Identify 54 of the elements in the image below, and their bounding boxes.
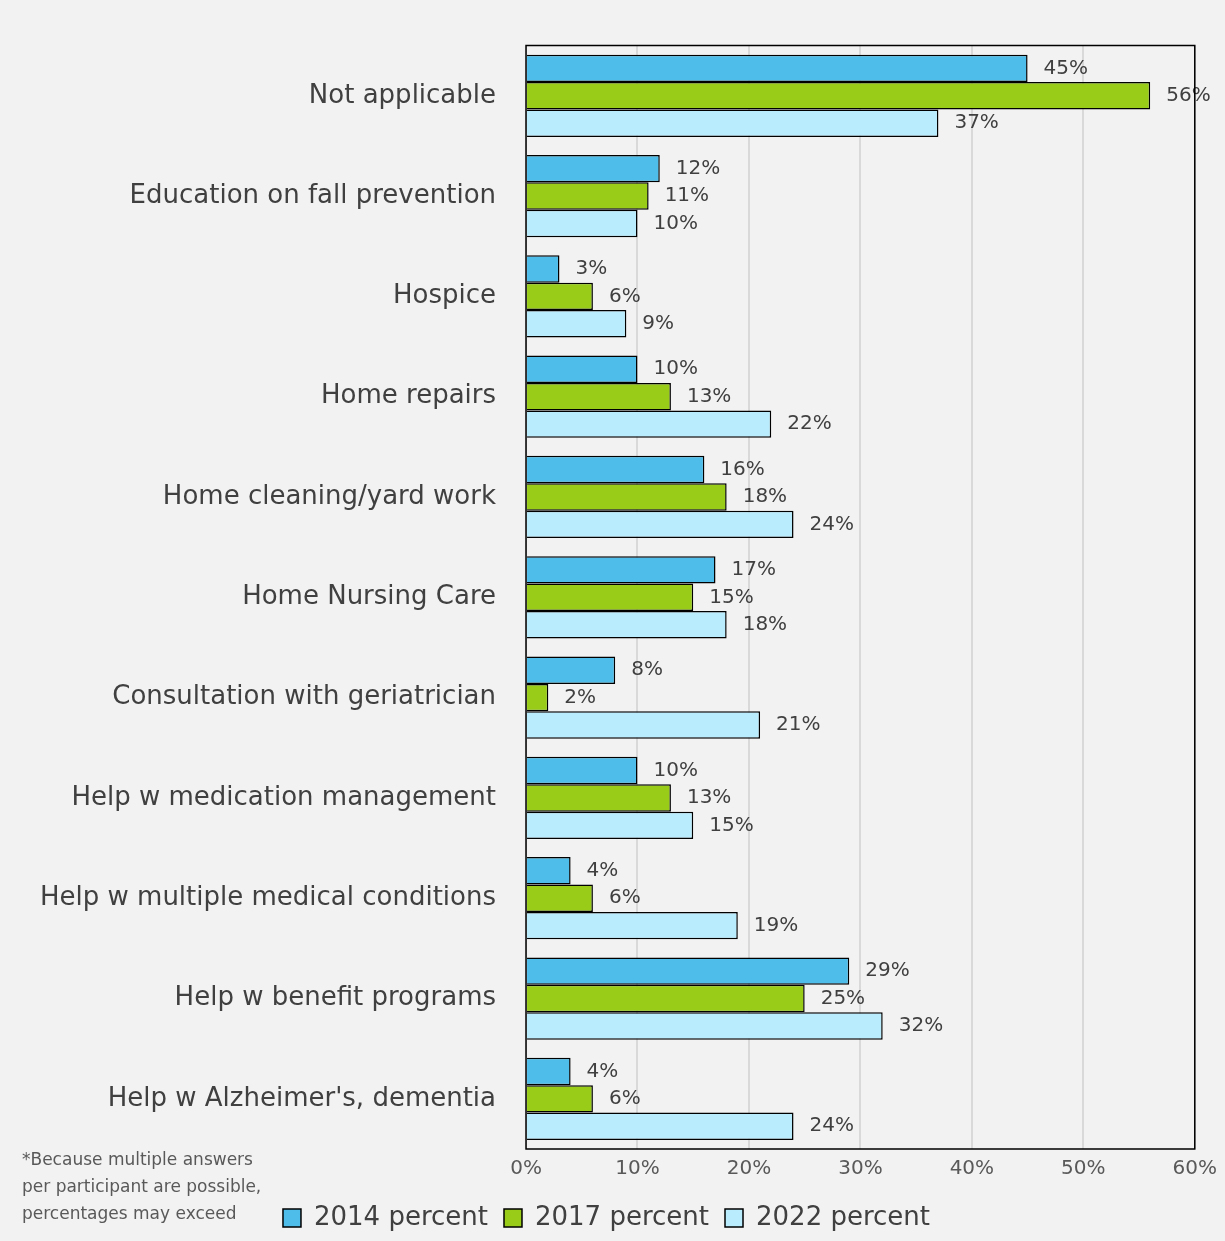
y-tick-label: Not applicable <box>308 78 497 109</box>
x-tick-label: 50% <box>1061 1155 1106 1180</box>
data-label: 24% <box>809 1112 854 1137</box>
y-tick-label: Help w Alzheimer's, dementia <box>107 1081 497 1112</box>
x-tick-label: 20% <box>726 1155 772 1180</box>
data-label: 45% <box>1043 54 1089 79</box>
text: *Because multiple answers per participant are possible, percentages may exceed <box>22 1148 263 1225</box>
data-label: 16% <box>720 455 765 480</box>
legend-label: 2022 percent <box>756 1200 931 1231</box>
data-label: 6% <box>608 1085 641 1110</box>
x-tick-label: 60% <box>1172 1155 1217 1180</box>
data-label: 29% <box>865 957 910 982</box>
data-label: 10% <box>653 355 698 380</box>
data-label: 6% <box>608 884 641 909</box>
data-label: 6% <box>608 282 641 307</box>
y-tick-label: Help w multiple medical conditions <box>40 880 497 911</box>
x-tick-label: 30% <box>838 1155 883 1180</box>
x-tick-label: 40% <box>949 1155 995 1180</box>
data-label: 25% <box>820 984 866 1009</box>
data-label: 2% <box>564 683 597 708</box>
data-label: 15% <box>709 811 754 836</box>
x-tick-label: 0% <box>510 1155 542 1180</box>
y-tick-label: Help w medication management <box>71 780 497 811</box>
data-label: 24% <box>809 510 854 535</box>
data-label: 22% <box>787 410 832 435</box>
data-label: 19% <box>753 911 799 936</box>
data-label: 15% <box>709 583 754 608</box>
y-tick-label: Help w benefit programs <box>174 981 497 1012</box>
data-label: 12% <box>675 154 721 179</box>
data-label: 4% <box>586 1057 619 1082</box>
y-tick-label: Education on fall prevention <box>129 178 497 209</box>
data-label: 17% <box>731 556 776 581</box>
data-label: 10% <box>653 756 698 781</box>
data-label: 32% <box>898 1012 944 1037</box>
data-label: 37% <box>954 109 999 134</box>
legend-label: 2017 percent <box>534 1200 710 1231</box>
data-label: 18% <box>742 610 788 635</box>
data-label: 18% <box>742 483 788 508</box>
y-tick-label: Home cleaning/yard work <box>162 479 497 510</box>
x-tick-label: 10% <box>615 1155 660 1180</box>
data-label: 3% <box>575 255 608 280</box>
legend-label: 2014 percent <box>313 1200 488 1231</box>
data-label: 4% <box>586 857 619 882</box>
y-tick-label: Consultation with geriatrician <box>112 680 497 711</box>
data-label: 8% <box>631 656 663 681</box>
y-tick-label: Home repairs <box>320 379 497 410</box>
data-label: 9% <box>642 309 675 334</box>
data-label: 13% <box>686 382 732 407</box>
y-tick-label: Home Nursing Care <box>242 580 497 611</box>
data-label: 21% <box>776 711 821 736</box>
data-label: 10% <box>653 209 698 234</box>
y-tick-label: Hospice <box>393 279 497 310</box>
data-label: 13% <box>686 784 732 809</box>
data-label: 11% <box>664 182 710 207</box>
